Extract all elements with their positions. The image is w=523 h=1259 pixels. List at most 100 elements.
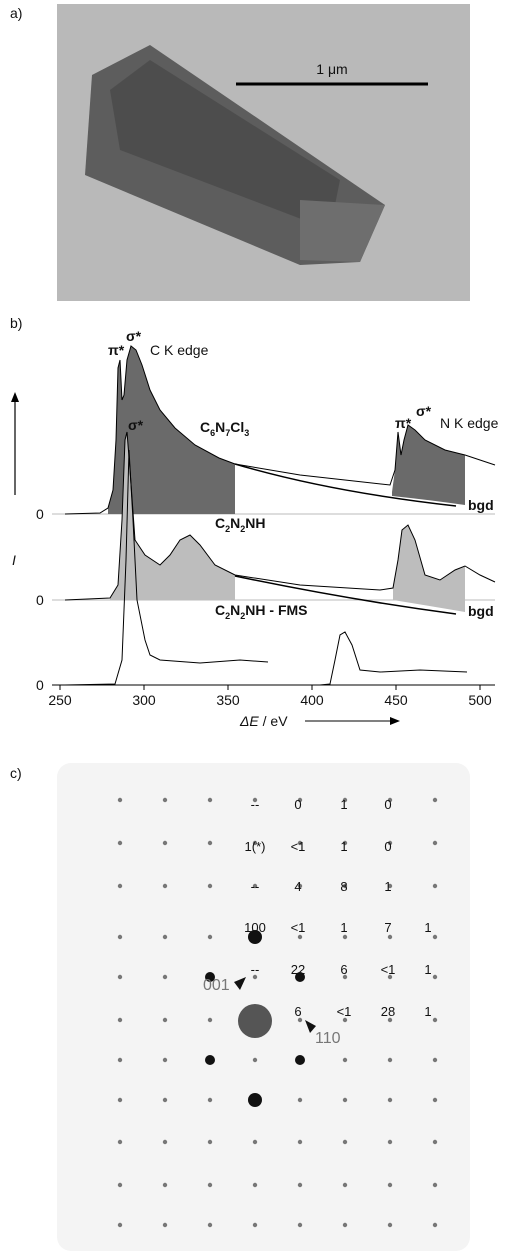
intensity-label: 0 [384, 839, 391, 854]
annotation: N K edge [440, 415, 499, 431]
spot [117, 840, 123, 846]
crystal [85, 45, 385, 265]
spot [117, 797, 123, 803]
spot [162, 1017, 168, 1023]
intensity-label: 8 [340, 879, 347, 894]
panel-label: b) [10, 315, 22, 331]
spot [342, 797, 348, 803]
spot [387, 1182, 393, 1188]
spot [207, 1097, 213, 1103]
spot [117, 1057, 123, 1063]
spot [207, 797, 213, 803]
intensity-label: 7 [384, 920, 391, 935]
spot [162, 797, 168, 803]
annotation: π* [395, 415, 412, 431]
spot [205, 972, 215, 982]
central-beam [238, 1004, 272, 1038]
zero-label: 0 [36, 592, 44, 608]
spot [207, 1182, 213, 1188]
spot [117, 1097, 123, 1103]
spot [117, 1139, 123, 1145]
spectrum-curve [64, 431, 496, 601]
spot [297, 840, 303, 846]
n-edge-fill [392, 425, 465, 505]
spot [297, 934, 303, 940]
spot [387, 1057, 393, 1063]
spot [432, 1222, 438, 1228]
spot [117, 1182, 123, 1188]
spot [342, 1097, 348, 1103]
x-tick-label: 500 [468, 692, 492, 708]
spot [117, 934, 123, 940]
intensity-label: <1 [291, 839, 306, 854]
spot [387, 797, 393, 803]
spot [432, 974, 438, 980]
x-tick-label: 300 [132, 692, 156, 708]
spot [342, 974, 348, 980]
arrow-head [234, 977, 246, 990]
c-edge-fill [108, 346, 235, 514]
spot [162, 1222, 168, 1228]
c-edge-fill [110, 432, 235, 600]
spot [252, 883, 258, 889]
spectrum-curve [64, 449, 269, 686]
spot [387, 1222, 393, 1228]
spot [297, 1222, 303, 1228]
intensity-label: 0 [294, 797, 301, 812]
spot [162, 1057, 168, 1063]
spot [207, 1222, 213, 1228]
index-label: 001 [203, 977, 230, 994]
arrow-head [11, 392, 19, 402]
spot [117, 974, 123, 980]
spot [252, 797, 258, 803]
spot [432, 1182, 438, 1188]
intensity-label: 1 [424, 1004, 431, 1019]
intensity-label: <1 [337, 1004, 352, 1019]
spot [342, 1222, 348, 1228]
spot [117, 1017, 123, 1023]
spot [162, 1097, 168, 1103]
spot [432, 1097, 438, 1103]
spot [342, 883, 348, 889]
spot [162, 934, 168, 940]
zero-label: 0 [36, 677, 44, 693]
spot [432, 1017, 438, 1023]
spot [252, 1139, 258, 1145]
spot [297, 1097, 303, 1103]
intensity-label: <1 [381, 962, 396, 977]
arrow-head [305, 1020, 316, 1033]
scale-bar-label: 1 μm [316, 61, 347, 77]
spot [162, 883, 168, 889]
spot [432, 934, 438, 940]
spot [387, 934, 393, 940]
spot [207, 1017, 213, 1023]
intensity-label: 4 [294, 879, 301, 894]
spot [252, 840, 258, 846]
annotation: bgd [468, 497, 494, 513]
spot [387, 1139, 393, 1145]
panel-label: c) [10, 765, 22, 781]
spot [342, 1182, 348, 1188]
y-axis-label: I [12, 552, 16, 568]
spot [162, 1139, 168, 1145]
x-tick-label: 450 [384, 692, 408, 708]
intensity-label: 6 [294, 1004, 301, 1019]
spot [248, 1093, 262, 1107]
spot [387, 840, 393, 846]
spot [387, 974, 393, 980]
panel-label: a) [10, 5, 22, 21]
intensity-label: 1 [340, 920, 347, 935]
intensity-label: 1 [340, 839, 347, 854]
intensity-label: 1 [384, 879, 391, 894]
n-edge-fill [393, 525, 465, 612]
spot [342, 1017, 348, 1023]
intensity-label: <1 [291, 920, 306, 935]
spot [162, 974, 168, 980]
annotation: σ* [416, 403, 432, 419]
index-label: 110 [315, 1030, 341, 1047]
intensity-label: -- [251, 797, 260, 812]
spots [117, 797, 438, 1228]
x-tick-label: 400 [300, 692, 324, 708]
x-tick-label: 350 [216, 692, 240, 708]
spot [117, 883, 123, 889]
